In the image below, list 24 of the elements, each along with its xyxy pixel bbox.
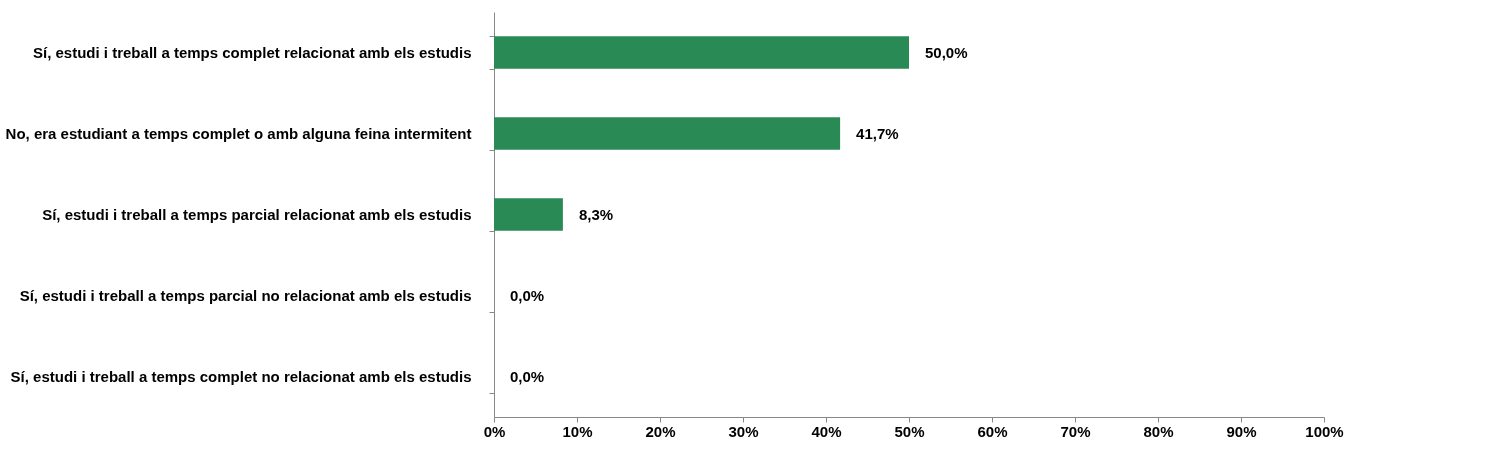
x-tick-label: 100% [1305,422,1344,440]
bar [494,36,909,69]
bar [494,117,841,150]
y-tick-label: Sí, estudi i treball a temps complet no relacionat amb els estudis [10,368,472,385]
x-tick-label: 50% [894,422,925,440]
x-tick-label: 60% [977,422,1008,440]
data-label: 8,3% [578,205,614,223]
x-tick-label: 40% [811,422,842,440]
x-tick-label: 30% [728,422,759,440]
y-tick-label: Sí, estudi i treball a temps parcial relacionat amb els estudis [42,206,472,223]
y-tick-label: Sí, estudi i treball a temps complet relacionat amb els estudis [33,44,472,61]
data-label: 0,0% [510,367,545,385]
y-tick-label: Sí, estudi i treball a temps parcial no relacionat amb els estudis [19,287,472,304]
x-tick-label: 0% [483,422,506,440]
bar [494,198,563,231]
data-label: 0,0% [510,286,545,304]
y-tick-label: No, era estudiant a temps complet o amb alguna feina intermitent [5,125,472,142]
x-tick-label: 70% [1060,422,1091,440]
x-tick-label: 90% [1226,422,1257,440]
data-label: 41,7% [856,124,899,142]
x-tick-label: 80% [1143,422,1174,440]
x-tick-label: 20% [645,422,676,440]
data-label: 50,0% [925,43,968,61]
x-tick-label: 10% [562,422,593,440]
